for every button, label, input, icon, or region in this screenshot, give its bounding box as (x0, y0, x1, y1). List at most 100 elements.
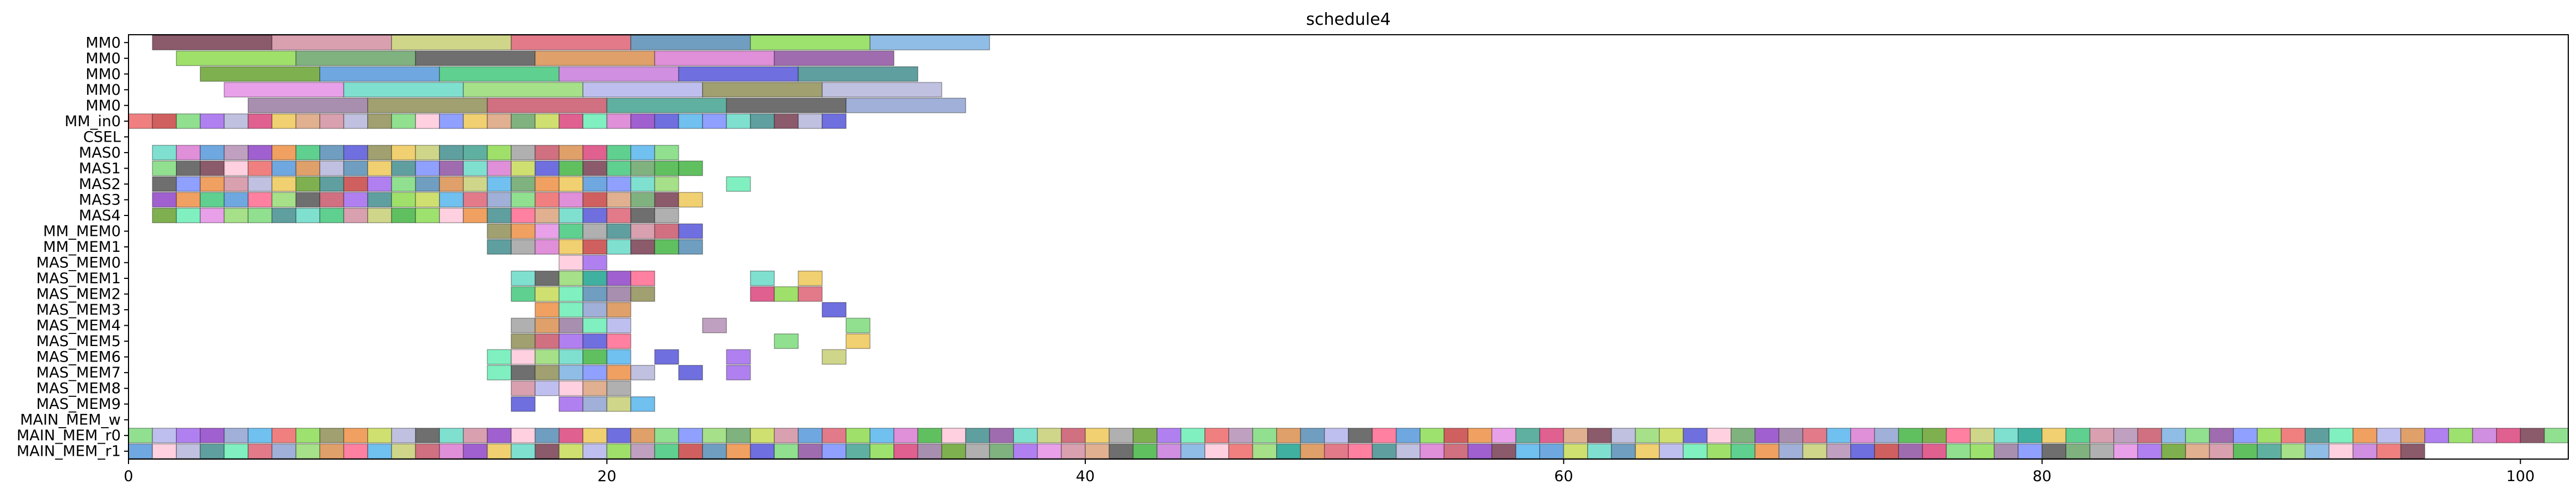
task-bar (630, 207, 655, 223)
task-bar (2305, 443, 2330, 459)
task-bar (248, 176, 272, 192)
task-bar (726, 443, 751, 459)
task-bar (678, 365, 703, 381)
task-bar (1420, 443, 1445, 459)
task-bar (606, 333, 631, 349)
task-bar (295, 192, 320, 208)
task-bar (463, 160, 488, 176)
task-bar (678, 66, 799, 82)
task-bar (630, 113, 655, 129)
task-bar (271, 144, 297, 160)
task-bar (654, 176, 679, 192)
task-bar (1994, 428, 2019, 444)
task-bar (534, 113, 560, 129)
task-bar (415, 113, 440, 129)
task-bar (343, 207, 368, 223)
task-bar (1348, 443, 1373, 459)
task-bar (1156, 428, 1182, 444)
task-bar (726, 428, 751, 444)
task-bar (295, 443, 320, 459)
task-bar (319, 428, 345, 444)
task-bar (606, 98, 727, 114)
task-bar (271, 428, 297, 444)
task-bar (917, 428, 942, 444)
task-bar (534, 380, 560, 396)
task-bar (1754, 428, 1780, 444)
row-label: MAS0 (79, 144, 121, 161)
row-label: MAS_MEM3 (36, 301, 121, 319)
task-bar (534, 176, 560, 192)
task-bar (558, 333, 583, 349)
task-bar (749, 286, 775, 302)
task-bar (774, 50, 895, 66)
task-bar (367, 192, 392, 208)
task-bar (1563, 443, 1588, 459)
task-bar (1587, 443, 1612, 459)
task-bar (582, 176, 608, 192)
task-bar (511, 443, 536, 459)
task-bar (1946, 428, 1971, 444)
task-bar (774, 333, 799, 349)
task-bar (271, 160, 297, 176)
task-bar (534, 239, 560, 255)
task-bar (893, 428, 919, 444)
bars-layer (128, 35, 2569, 459)
task-bar (654, 50, 775, 66)
task-bar (200, 113, 225, 129)
task-bar (869, 35, 990, 51)
task-bar (128, 443, 153, 459)
task-bar (152, 176, 177, 192)
task-bar (1539, 443, 1565, 459)
task-bar (869, 428, 895, 444)
task-bar (439, 443, 464, 459)
row-label: MAS_MEM2 (36, 286, 121, 303)
task-bar (367, 207, 392, 223)
task-bar (702, 443, 727, 459)
task-bar (1515, 443, 1540, 459)
task-bar (511, 349, 536, 365)
task-bar (175, 428, 201, 444)
task-bar (702, 317, 727, 333)
task-bar (1204, 428, 1229, 444)
task-bar (654, 207, 679, 223)
task-bar (223, 160, 249, 176)
task-bar (797, 271, 823, 287)
task-bar (678, 113, 703, 129)
task-bar (558, 396, 583, 412)
task-bar (630, 160, 655, 176)
row-label: MM0 (85, 97, 121, 114)
task-bar (1372, 428, 1397, 444)
row-label: MM_MEM0 (43, 223, 121, 240)
task-bar (200, 443, 225, 459)
task-bar (1850, 428, 1875, 444)
task-bar (223, 113, 249, 129)
task-bar (558, 239, 583, 255)
task-bar (558, 349, 583, 365)
task-bar (319, 176, 345, 192)
task-bar (606, 365, 631, 381)
task-bar (367, 443, 392, 459)
task-bar (248, 428, 272, 444)
task-bar (511, 207, 536, 223)
task-bar (606, 207, 631, 223)
task-bar (343, 428, 368, 444)
task-bar (558, 380, 583, 396)
task-bar (797, 113, 823, 129)
task-bar (630, 176, 655, 192)
task-bar (463, 443, 488, 459)
task-bar (1874, 428, 1899, 444)
task-bar (582, 255, 608, 271)
task-bar (654, 349, 679, 365)
task-bar (749, 271, 775, 287)
task-bar (415, 192, 440, 208)
task-bar (1850, 443, 1875, 459)
task-bar (511, 176, 536, 192)
task-bar (1969, 443, 1995, 459)
task-bar (822, 443, 847, 459)
task-bar (582, 113, 608, 129)
task-bar (630, 365, 655, 381)
task-bar (654, 192, 679, 208)
task-bar (200, 144, 225, 160)
task-bar (128, 428, 153, 444)
